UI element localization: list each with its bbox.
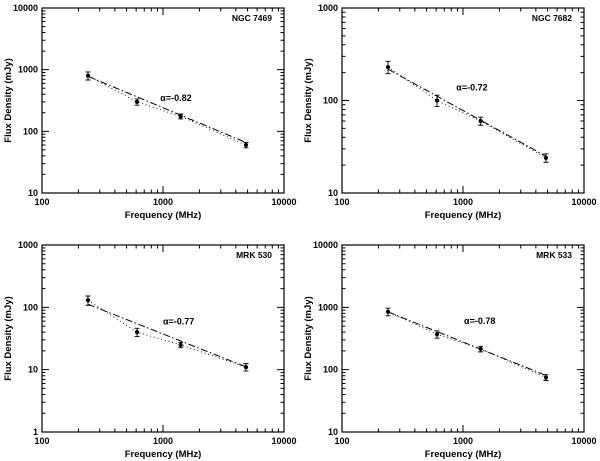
x-tick-label: 100: [334, 436, 349, 446]
axis-ticks: [41, 7, 285, 194]
data-point: [478, 118, 483, 124]
x-axis-label: Frequency (MHz): [125, 210, 202, 221]
panel-title: NGC 7469: [232, 13, 272, 23]
data-point: [385, 309, 391, 314]
axis-ticks: [41, 244, 285, 433]
x-tick-label: 10000: [271, 436, 296, 446]
y-axis-label: Flux Density (mJy): [303, 58, 314, 142]
panel-title: MRK 533: [536, 250, 572, 260]
y-tick-label: 1000: [18, 65, 38, 75]
alpha-annotation: α=-0.77: [163, 317, 194, 327]
x-axis-label: Frequency (MHz): [125, 449, 202, 460]
y-tick-label: 100: [323, 365, 338, 375]
panel-title: NGC 7682: [532, 13, 572, 23]
data-point: [385, 64, 391, 70]
data-connector-line: [87, 75, 247, 146]
axis-ticks: [341, 7, 585, 194]
alpha-annotation: α=-0.82: [160, 93, 191, 103]
fit-line: [87, 75, 247, 143]
y-tick-label: 100: [23, 126, 38, 136]
data-point: [434, 98, 440, 103]
plot-frame: [41, 244, 285, 433]
plot-frame: [341, 7, 585, 194]
axis-ticks: [341, 244, 585, 433]
data-point: [543, 375, 549, 380]
x-tick-label: 100: [334, 197, 349, 207]
chart-svg: 100 1000 10000 1 10 100 1000 Frequency (MHz) Flu…: [3, 240, 297, 460]
fit-line: [87, 303, 247, 368]
fit-line: [387, 311, 547, 376]
x-axis-label: Frequency (MHz): [425, 210, 502, 221]
x-tick-label: 10000: [571, 197, 596, 207]
data-connector-line: [387, 311, 547, 378]
data-point: [543, 155, 549, 160]
data-point: [434, 332, 440, 337]
data-point: [478, 346, 483, 352]
y-axis-label: Flux Density (mJy): [3, 58, 14, 142]
panel-ngc-7682: 100 1000 10000 10 100 1000 Frequency (MHz) Flux…: [300, 0, 600, 230]
y-tick-label: 10: [28, 365, 38, 375]
panel-mrk-533: 100 1000 10000 10 100 1000 10000 Frequency (MHz…: [300, 230, 600, 461]
fit-line: [387, 68, 547, 157]
panel-mrk-530: 100 1000 10000 1 10 100 1000 Frequency (MHz) Flu…: [0, 230, 300, 461]
data-point: [243, 364, 249, 370]
y-tick-label: 10: [28, 188, 38, 198]
panel-title: MRK 530: [236, 250, 272, 260]
data-point: [85, 73, 91, 78]
y-tick-label: 1: [33, 427, 38, 437]
y-tick-label: 10000: [13, 3, 38, 13]
y-tick-label: 10: [328, 188, 338, 198]
data-connector-line: [387, 66, 547, 159]
data-point: [178, 114, 183, 119]
x-tick-label: 1000: [153, 436, 173, 446]
x-tick-label: 100: [34, 197, 49, 207]
data-point: [134, 330, 140, 335]
y-tick-label: 1000: [18, 240, 38, 250]
x-tick-label: 1000: [453, 436, 473, 446]
panel-ngc-7469: 100 1000 10000 10 100 1000 10000 Frequency (MHz…: [0, 0, 300, 230]
y-axis-label: Flux Density (mJy): [3, 296, 14, 380]
data-point: [134, 99, 140, 105]
data-point: [178, 342, 183, 347]
x-tick-label: 100: [34, 436, 49, 446]
x-axis-label: Frequency (MHz): [425, 449, 502, 460]
y-tick-label: 10: [328, 427, 338, 437]
plot-frame: [341, 244, 585, 433]
y-tick-label: 100: [323, 96, 338, 106]
data-point: [243, 142, 249, 148]
y-tick-label: 100: [23, 302, 38, 312]
y-tick-label: 1000: [318, 302, 338, 312]
x-tick-label: 1000: [453, 197, 473, 207]
y-axis-label: Flux Density (mJy): [303, 296, 314, 380]
data-point: [85, 298, 91, 303]
x-tick-label: 1000: [153, 197, 173, 207]
x-tick-label: 10000: [271, 197, 296, 207]
y-tick-label: 1000: [318, 3, 338, 13]
alpha-annotation: α=-0.72: [456, 83, 487, 93]
data-connector-line: [87, 299, 247, 368]
alpha-annotation: α=-0.78: [464, 316, 495, 326]
x-tick-label: 10000: [571, 436, 596, 446]
y-tick-label: 10000: [313, 240, 338, 250]
